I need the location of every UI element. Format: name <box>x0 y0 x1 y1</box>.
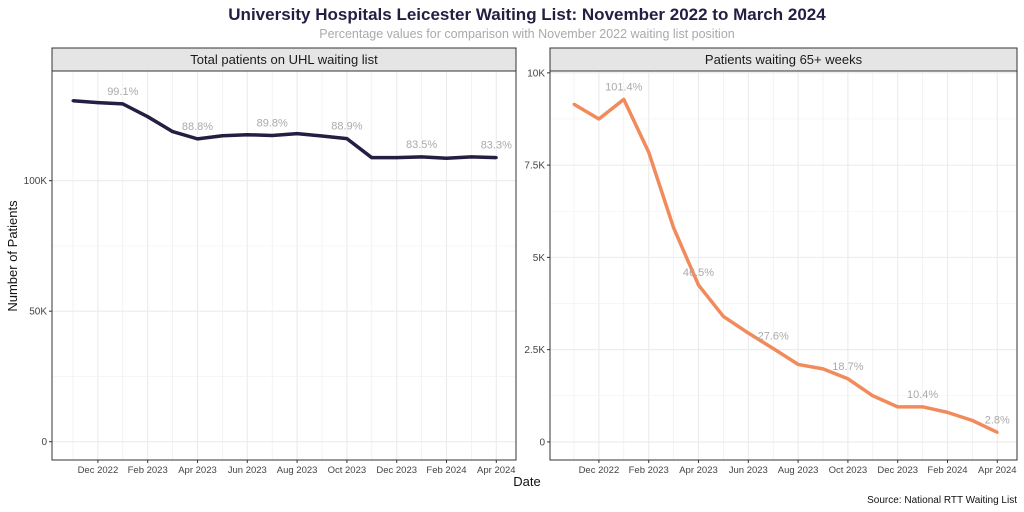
x-tick-label: Oct 2023 <box>829 465 868 476</box>
percent-annotation: 89.8% <box>257 117 288 129</box>
data-point <box>71 99 75 103</box>
percent-annotation: 88.8% <box>182 121 213 133</box>
data-point <box>171 130 175 134</box>
data-point <box>771 347 775 351</box>
x-tick-label: Jun 2023 <box>729 465 768 476</box>
percent-annotation: 27.6% <box>758 331 789 343</box>
y-tick-label: 7.5K <box>524 161 545 172</box>
data-point <box>672 226 676 230</box>
data-point <box>846 377 850 381</box>
percent-annotation: 18.7% <box>832 361 863 373</box>
y-tick-label: 0 <box>41 437 47 448</box>
data-point <box>697 283 700 287</box>
x-tick-label: Oct 2023 <box>328 465 367 476</box>
x-tick-label: Feb 2023 <box>629 465 669 476</box>
plot-background <box>550 71 1017 460</box>
x-tick-label: Dec 2023 <box>877 465 918 476</box>
data-point <box>921 405 925 409</box>
data-point <box>345 137 349 141</box>
y-tick-label: 100K <box>24 176 48 187</box>
series-line <box>573 97 999 434</box>
data-point <box>647 150 651 154</box>
x-tick-label: Dec 2022 <box>78 465 119 476</box>
source-caption: Source: National RTT Waiting List <box>867 495 1017 506</box>
x-tick-label: Apr 2024 <box>477 465 516 476</box>
x-tick-label: Dec 2022 <box>579 465 620 476</box>
percent-annotation: 83.3% <box>481 140 512 152</box>
facet-title: Patients waiting 65+ weeks <box>705 52 863 67</box>
x-tick-label: Apr 2023 <box>178 465 217 476</box>
percent-annotation: 88.9% <box>331 121 362 133</box>
data-point <box>245 133 249 137</box>
data-point <box>220 134 224 138</box>
data-point <box>946 410 949 414</box>
chart-subtitle: Percentage values for comparison with No… <box>319 27 735 41</box>
data-point <box>469 155 473 159</box>
x-tick-label: Feb 2023 <box>128 465 168 476</box>
data-point <box>445 156 448 160</box>
data-point <box>420 155 424 159</box>
data-point <box>295 132 299 136</box>
percent-annotation: 99.1% <box>107 86 138 98</box>
facet-strip <box>549 47 1018 72</box>
facet-strip <box>51 47 517 72</box>
data-point <box>370 156 374 160</box>
data-point <box>494 156 498 160</box>
data-point <box>746 331 750 335</box>
x-tick-label: Feb 2024 <box>927 465 967 476</box>
x-tick-label: Aug 2023 <box>277 465 318 476</box>
data-point <box>995 430 999 434</box>
y-axis-label: Number of Patients <box>5 200 20 312</box>
percent-annotation: 46.5% <box>683 267 714 279</box>
series-line <box>72 99 497 160</box>
percent-annotation: 2.8% <box>985 414 1010 426</box>
panel-total-patients: 0 50K 100K Dec 2022 Feb 2023 Apr 2023 Jun 2023… <box>24 47 517 476</box>
x-tick-label: Apr 2023 <box>679 465 718 476</box>
data-point <box>597 117 601 121</box>
percent-annotation: 10.4% <box>907 389 938 401</box>
x-tick-label: Feb 2024 <box>426 465 466 476</box>
data-point <box>821 367 825 371</box>
x-tick-label: Jun 2023 <box>228 465 267 476</box>
data-point <box>721 314 725 318</box>
y-tick-label: 10K <box>527 68 545 79</box>
x-tick-label: Apr 2024 <box>978 465 1017 476</box>
data-point <box>146 115 150 119</box>
panel-65-weeks: 0 2.5K 5K 7.5K 10K Dec 2022 Feb 2023 Apr 2023 Ju… <box>524 47 1018 476</box>
percent-annotation: 83.5% <box>406 139 437 151</box>
y-tick-label: 0 <box>539 437 545 448</box>
data-point <box>395 156 399 160</box>
data-point <box>320 134 324 138</box>
x-tick-label: Aug 2023 <box>778 465 819 476</box>
data-point <box>871 394 875 398</box>
data-point <box>270 133 274 137</box>
x-axis-label: Date <box>513 474 540 489</box>
data-point <box>572 102 576 106</box>
data-point <box>121 102 125 106</box>
data-point <box>96 101 100 105</box>
chart-title: University Hospitals Leicester Waiting L… <box>228 5 826 24</box>
x-tick-label: Dec 2023 <box>376 465 417 476</box>
y-tick-label: 2.5K <box>524 345 545 356</box>
y-tick-label: 5K <box>533 253 546 264</box>
percent-annotation: 101.4% <box>605 81 643 93</box>
data-point <box>622 97 626 101</box>
facet-title: Total patients on UHL waiting list <box>190 52 378 67</box>
data-point <box>896 405 900 409</box>
y-tick-label: 50K <box>29 307 47 318</box>
data-point <box>970 419 974 423</box>
data-point <box>796 362 800 366</box>
data-point <box>196 137 199 141</box>
